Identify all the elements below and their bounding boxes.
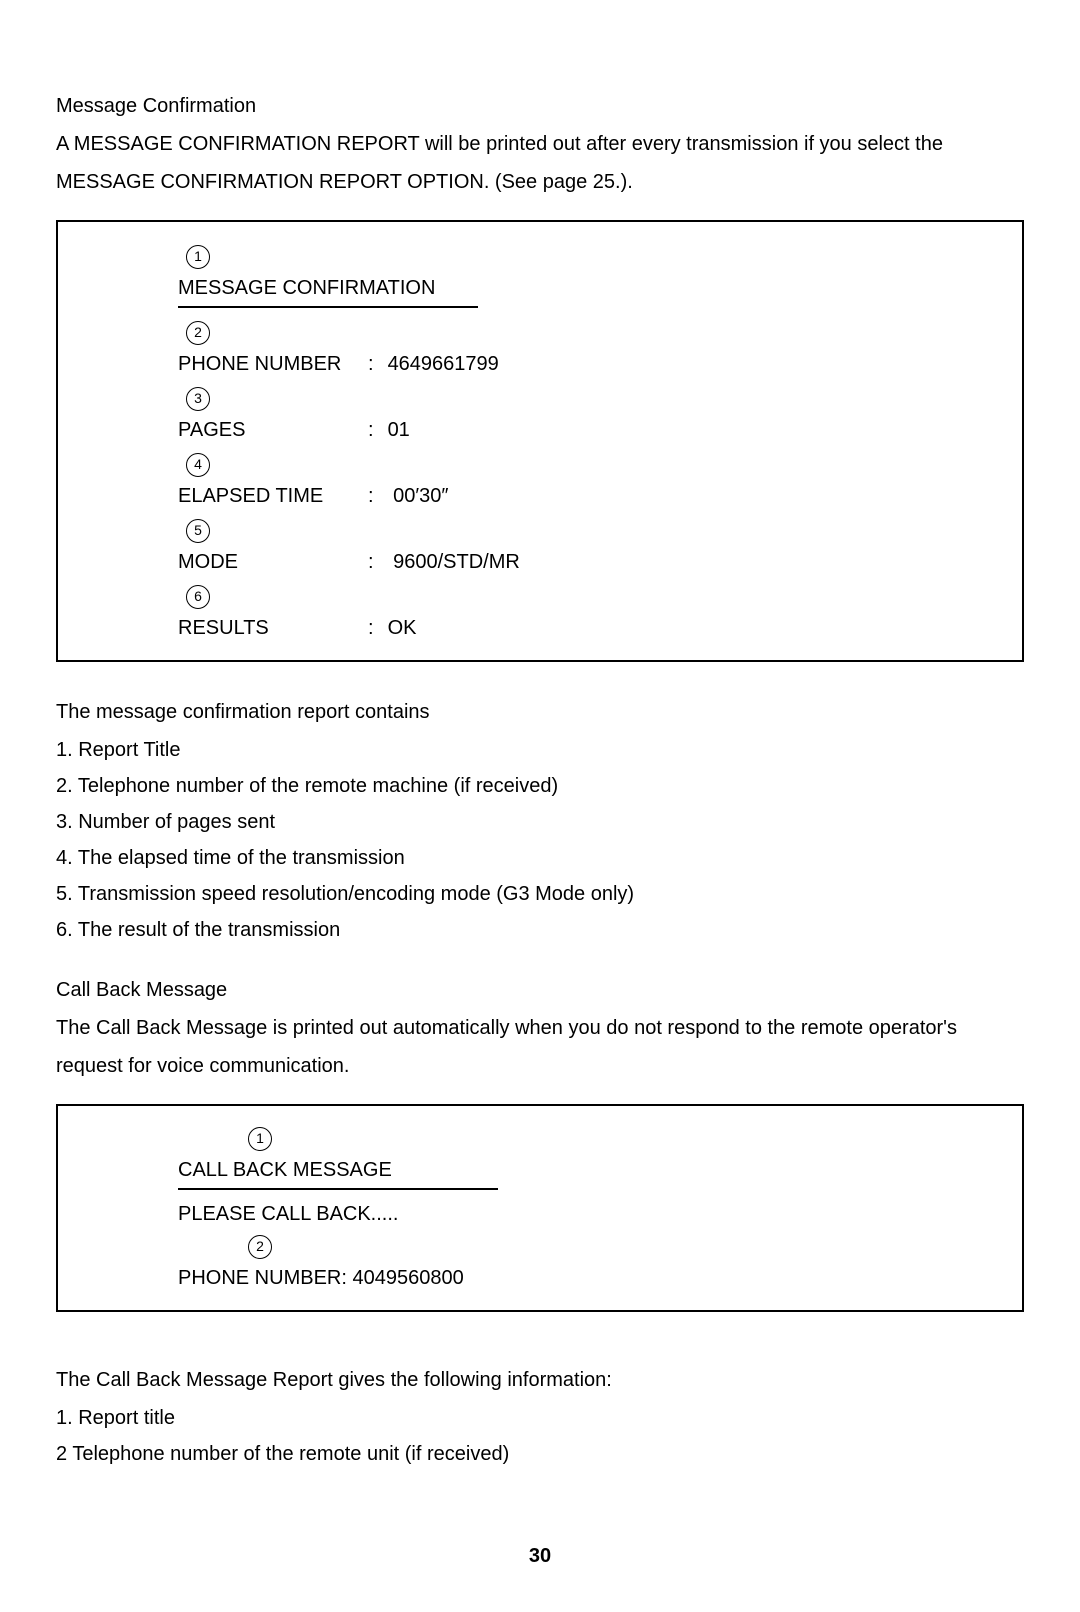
separator: : [368,348,382,380]
circled-number-icon: 5 [186,519,210,543]
marker-1-wrap: 1 [248,1122,1002,1154]
row-callback-phone: PHONE NUMBER: 4049560800 [178,1262,1002,1294]
intro1-line2: MESSAGE CONFIRMATION REPORT OPTION. (See… [56,166,1024,198]
pages-value: 01 [388,414,410,446]
page: Message Confirmation A MESSAGE CONFIRMAT… [0,0,1080,1612]
marker-4-wrap: 4 [186,448,1002,480]
callback-phone-label: PHONE NUMBER: [178,1262,347,1294]
row-elapsed: ELAPSED TIME : 00′30″ [178,480,1002,512]
intro1-line1: A MESSAGE CONFIRMATION REPORT will be pr… [56,128,1024,160]
pages-label: PAGES [178,414,368,446]
list-item: 4. The elapsed time of the transmission [56,842,1024,874]
circled-number-icon: 4 [186,453,210,477]
results-value: OK [388,612,417,644]
results-label: RESULTS [178,612,368,644]
marker-2-wrap: 2 [186,316,1002,348]
circled-number-icon: 2 [186,321,210,345]
separator: : [368,414,382,446]
list-item: 1. Report title [56,1402,1024,1434]
list1-intro: The message confirmation report contains [56,696,1024,728]
divider [178,306,478,308]
heading-call-back: Call Back Message [56,974,1024,1006]
marker-6-wrap: 6 [186,580,1002,612]
separator: : [368,480,382,512]
page-number: 30 [56,1540,1024,1572]
circled-number-icon: 6 [186,585,210,609]
list2-intro: The Call Back Message Report gives the f… [56,1364,1024,1396]
list-item: 2. Telephone number of the remote machin… [56,770,1024,802]
elapsed-value: 00′30″ [393,480,448,512]
mode-label: MODE [178,546,368,578]
list-item: 3. Number of pages sent [56,806,1024,838]
marker-3-wrap: 3 [186,382,1002,414]
box-call-back: 1 CALL BACK MESSAGE PLEASE CALL BACK....… [56,1104,1024,1312]
circled-number-icon: 1 [186,245,210,269]
separator: : [368,546,382,578]
list-item: 5. Transmission speed resolution/encodin… [56,878,1024,910]
heading-message-confirmation: Message Confirmation [56,90,1024,122]
please-call-back: PLEASE CALL BACK..... [178,1198,1002,1230]
separator: : [368,612,382,644]
box-message-confirmation: 1 MESSAGE CONFIRMATION 2 PHONE NUMBER : … [56,220,1024,662]
callback-phone-value: 4049560800 [352,1262,463,1294]
list-item: 2 Telephone number of the remote unit (i… [56,1438,1024,1470]
elapsed-label: ELAPSED TIME [178,480,368,512]
divider [178,1188,498,1190]
intro2-line1: The Call Back Message is printed out aut… [56,1012,1024,1044]
row-phone: PHONE NUMBER : 4649661799 [178,348,1002,380]
list-item: 1. Report Title [56,734,1024,766]
marker-1-wrap: 1 [186,240,1002,272]
phone-value: 4649661799 [388,348,499,380]
box1-title: MESSAGE CONFIRMATION [178,272,478,304]
marker-5-wrap: 5 [186,514,1002,546]
marker-2-wrap: 2 [248,1230,1002,1262]
circled-number-icon: 1 [248,1127,272,1151]
row-pages: PAGES : 01 [178,414,1002,446]
circled-number-icon: 2 [248,1235,272,1259]
phone-label: PHONE NUMBER [178,348,368,380]
list-item: 6. The result of the transmission [56,914,1024,946]
list1: 1. Report Title 2. Telephone number of t… [56,734,1024,946]
row-mode: MODE : 9600/STD/MR [178,546,1002,578]
intro2-line2: request for voice communication. [56,1050,1024,1082]
list2: 1. Report title 2 Telephone number of th… [56,1402,1024,1470]
mode-value: 9600/STD/MR [393,546,520,578]
box2-title: CALL BACK MESSAGE [178,1154,498,1186]
row-results: RESULTS : OK [178,612,1002,644]
circled-number-icon: 3 [186,387,210,411]
